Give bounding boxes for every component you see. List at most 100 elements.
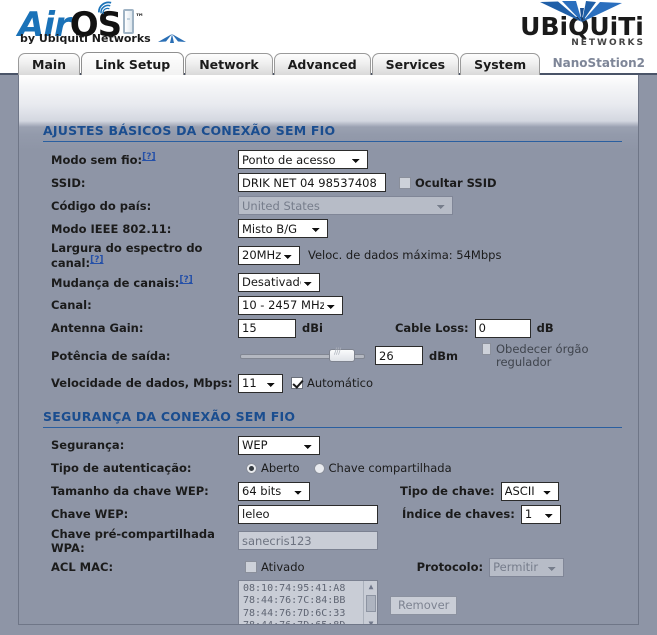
max-data-rate-note: Veloc. de dados máxima: 54Mbps <box>308 248 502 263</box>
acl-enabled-checkbox[interactable] <box>245 561 257 574</box>
cable-loss-input[interactable] <box>474 318 531 338</box>
wpa-psk-input <box>238 531 378 551</box>
field-ieee-mode: Misto B/G <box>238 219 624 238</box>
obey-regulatory-checkbox-wrap[interactable]: Obedecer órgão regulador <box>481 342 602 369</box>
auth-open-radio-wrap[interactable]: Aberto <box>246 461 300 475</box>
acl-enabled-checkbox-wrap[interactable]: Ativado <box>245 560 305 574</box>
field-antenna-gain: dBi Cable Loss: dB <box>238 318 624 338</box>
mac-list-item[interactable]: 08:10:74:95:41:A8 <box>243 582 346 594</box>
row-output-power: Potência de saída: dBm Obedecer órgão re… <box>33 341 624 371</box>
label-output-power: Potência de saída: <box>51 348 171 363</box>
tab-network[interactable]: Network <box>185 53 273 75</box>
ubiquiti-fan-icon <box>540 1 622 22</box>
label-ieee-mode: Modo IEEE 802.11: <box>51 221 172 236</box>
remove-mac-button[interactable]: Remover <box>390 595 458 615</box>
tab-link-setup[interactable]: Link Setup <box>81 52 185 75</box>
row-wpa-psk: Chave pré-compartilhada WPA: <box>33 527 624 555</box>
row-mac-list: ▲ ▼ 08:10:74:95:41:A8 78:44:76:7C:84:BB 78… <box>33 579 624 625</box>
row-security: Segurança: WEP <box>33 435 624 456</box>
mac-list-item[interactable]: 78:44:76:7D:65:8D <box>243 620 377 624</box>
row-channel: Canal: 10 - 2457 MHz <box>33 295 624 316</box>
auth-shared-label: Chave compartilhada <box>328 461 452 476</box>
label-country: Código do país: <box>51 198 152 213</box>
airos-logo-os: OS <box>69 5 122 45</box>
field-data-rate: 11 Automático <box>238 373 624 393</box>
field-channel-shift: Desativado <box>238 272 624 292</box>
protocol-select: Permitir <box>489 557 565 577</box>
mac-address-list[interactable]: ▲ ▼ 08:10:74:95:41:A8 78:44:76:7C:84:BB 78… <box>238 579 378 625</box>
label-security: Segurança: <box>51 438 125 453</box>
mac-list-item[interactable]: 78:44:76:7D:6C:33 <box>243 607 346 619</box>
wireless-mode-select[interactable]: Ponto de acesso <box>238 150 368 169</box>
antenna-gain-input[interactable] <box>238 318 296 338</box>
field-output-power: dBm Obedecer órgão regulador <box>238 342 624 369</box>
data-rate-select[interactable]: 11 <box>238 373 283 393</box>
auth-open-label: Aberto <box>261 461 300 476</box>
help-wireless-mode-icon[interactable]: [?] <box>142 152 156 163</box>
obey-regulatory-checkbox[interactable] <box>481 342 491 355</box>
ssid-input[interactable] <box>238 173 386 192</box>
page-body: AJUSTES BÁSICOS DA CONEXÃO SEM FIO Modo … <box>0 75 657 635</box>
airos-logo-air: Air <box>18 5 71 45</box>
slider-thumb[interactable] <box>329 347 355 363</box>
label-wep-key-size: Tamanho da chave WEP: <box>51 484 209 499</box>
row-acl-mac: ACL MAC: Ativado Protocolo: Permitir <box>33 557 624 578</box>
help-channel-shift-icon[interactable]: [?] <box>179 274 193 285</box>
help-channel-spectrum-icon[interactable]: [?] <box>90 255 104 265</box>
label-key-type: Tipo de chave: <box>400 484 495 499</box>
row-channel-shift: Mudança de canais:[?] Desativado <box>33 272 624 293</box>
slider-track <box>240 354 365 360</box>
auth-open-radio[interactable] <box>246 462 257 474</box>
tab-advanced[interactable]: Advanced <box>273 53 371 75</box>
channel-select[interactable]: 10 - 2457 MHz <box>238 295 343 315</box>
output-power-slider[interactable] <box>240 346 365 365</box>
wep-key-size-select[interactable]: 64 bits <box>238 481 310 501</box>
ieee-mode-select[interactable]: Misto B/G <box>238 219 328 238</box>
tab-main[interactable]: Main <box>18 53 81 75</box>
mac-list-scrollbar[interactable]: ▲ ▼ <box>363 580 377 625</box>
output-power-input[interactable] <box>375 346 423 366</box>
device-name-label: NanoStation2 <box>552 56 645 70</box>
label-channel-shift: Mudança de canais:[?] <box>33 275 238 290</box>
row-data-rate: Velocidade de dados, Mbps: 11 Automático <box>33 373 624 394</box>
row-ieee-mode: Modo IEEE 802.11: Misto B/G <box>33 218 624 239</box>
field-ssid: Ocultar SSID <box>238 173 624 192</box>
row-antenna-gain: Antenna Gain: dBi Cable Loss: dB <box>33 318 624 339</box>
auth-shared-radio[interactable] <box>313 462 325 474</box>
auto-rate-checkbox-wrap[interactable]: Automático <box>291 376 373 390</box>
label-channel-spectrum: Largura do espectro do canal:[?] <box>33 241 238 270</box>
label-wireless-mode: Modo sem fio:[?] <box>33 152 238 167</box>
label-cable-loss: Cable Loss: <box>394 321 469 336</box>
scroll-up-icon[interactable]: ▲ <box>368 582 374 592</box>
channel-spectrum-select[interactable]: 20MHz <box>238 245 300 265</box>
hide-ssid-checkbox[interactable] <box>399 176 411 189</box>
section-title-basic: AJUSTES BÁSICOS DA CONEXÃO SEM FIO <box>43 123 622 142</box>
mac-list-item[interactable]: 78:44:76:7C:84:BB <box>243 595 346 607</box>
tab-services[interactable]: Services <box>371 53 460 75</box>
scrollbar-thumb[interactable] <box>366 594 376 612</box>
wep-key-input[interactable] <box>238 504 378 524</box>
label-protocol: Protocolo: <box>416 560 484 575</box>
tab-system[interactable]: System <box>460 53 541 75</box>
scroll-down-icon[interactable]: ▼ <box>368 619 374 625</box>
channel-shift-select[interactable]: Desativado <box>238 272 320 292</box>
row-wireless-mode: Modo sem fio:[?] Ponto de acesso <box>33 149 624 170</box>
content-panel: AJUSTES BÁSICOS DA CONEXÃO SEM FIO Modo … <box>18 75 639 625</box>
key-index-select[interactable]: 1 <box>520 504 561 524</box>
security-select[interactable]: WEP <box>238 435 320 455</box>
auto-rate-checkbox[interactable] <box>291 377 303 390</box>
label-wep-key: Chave WEP: <box>51 507 129 522</box>
ubiquiti-logo: UBiQUiTi NETWORKS <box>517 1 647 48</box>
key-type-select[interactable]: ASCII <box>500 481 559 501</box>
label-auth-type: Tipo de autenticação: <box>51 461 192 476</box>
country-select: United States <box>238 196 453 215</box>
field-channel-spectrum: 20MHz Veloc. de dados máxima: 54Mbps <box>238 245 624 265</box>
field-wep-key-size: 64 bits Tipo de chave: ASCII <box>238 481 624 501</box>
form-content: AJUSTES BÁSICOS DA CONEXÃO SEM FIO Modo … <box>19 75 638 625</box>
label-data-rate: Velocidade de dados, Mbps: <box>51 376 233 391</box>
hide-ssid-checkbox-wrap[interactable]: Ocultar SSID <box>399 176 497 190</box>
label-channel: Canal: <box>51 298 92 313</box>
auth-shared-radio-wrap[interactable]: Chave compartilhada <box>313 461 452 476</box>
section-title-security: SEGURANÇA DA CONEXÃO SEM FIO <box>43 409 622 428</box>
field-security: WEP <box>238 435 624 455</box>
